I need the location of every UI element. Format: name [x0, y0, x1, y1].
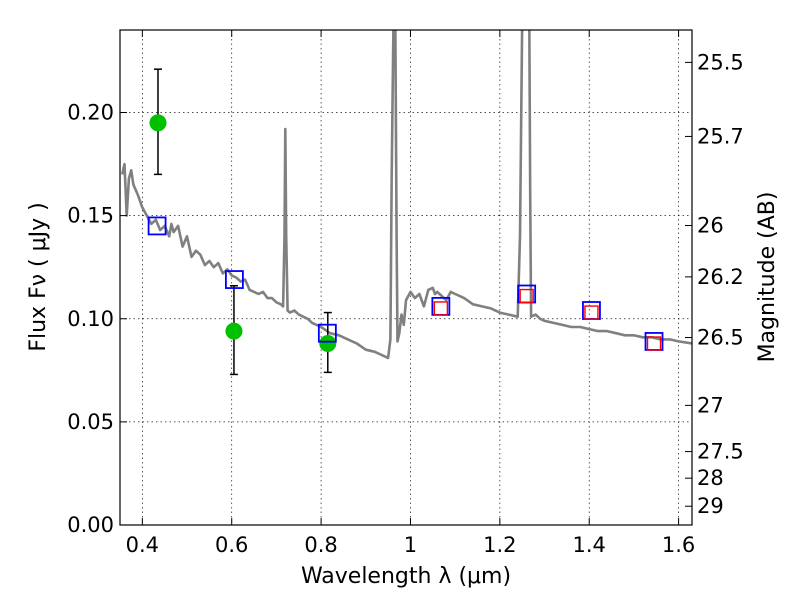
sed-model-line	[120, 30, 692, 360]
x-tick-label: 0.4	[126, 533, 159, 557]
x-axis-title: Wavelength λ (μm)	[301, 564, 511, 589]
y-tick-label: 0.10	[67, 307, 114, 331]
plot-frame	[119, 29, 693, 526]
observed-point	[149, 114, 167, 132]
mag-tick-label: 26	[697, 214, 724, 238]
mag-tick-label: 28	[697, 466, 724, 490]
mag-tick-label: 25.7	[697, 124, 744, 148]
model-band-square	[317, 323, 337, 343]
grid	[120, 30, 692, 525]
mag-tick-label: 26.5	[697, 326, 744, 350]
observed-band-square	[584, 305, 599, 320]
x-tick-label: 0.6	[215, 533, 248, 557]
y-tick-label: 0.05	[67, 410, 114, 434]
x-tick-label: 1.6	[662, 533, 695, 557]
observed-band-square	[519, 288, 534, 304]
axis-ticks: 0.4 0.6 0.8 1 1.2 1.4 1.6 0.00 0.05 0.10 0.15 0.20 2…	[67, 30, 744, 557]
mag-tick-label: 25.5	[697, 50, 744, 74]
mag-tick-label: 26.2	[697, 265, 744, 289]
mag-tick-label: 27	[697, 393, 724, 417]
x-tick-label: 0.8	[304, 533, 337, 557]
observed-point	[319, 335, 337, 352]
right-axis-title: Magnitude (AB)	[755, 192, 780, 363]
y-tick-label: 0.00	[67, 513, 114, 537]
model-band-square	[147, 216, 167, 236]
observed-point	[225, 322, 243, 340]
plot-series	[120, 30, 692, 376]
x-tick-label: 1.4	[573, 533, 606, 557]
x-tick-label: 1	[404, 533, 417, 557]
model-band-square	[224, 270, 244, 289]
y-tick-label: 0.20	[67, 101, 114, 125]
y-axis-title: Flux Fν ( μJy )	[26, 202, 51, 351]
y-tick-label: 0.15	[67, 204, 114, 228]
x-tick-label: 1.2	[483, 533, 516, 557]
observed-band-square	[646, 336, 662, 351]
observed-band-square	[433, 301, 449, 316]
mag-tick-label: 27.5	[697, 440, 744, 464]
mag-tick-label: 29	[697, 494, 724, 518]
